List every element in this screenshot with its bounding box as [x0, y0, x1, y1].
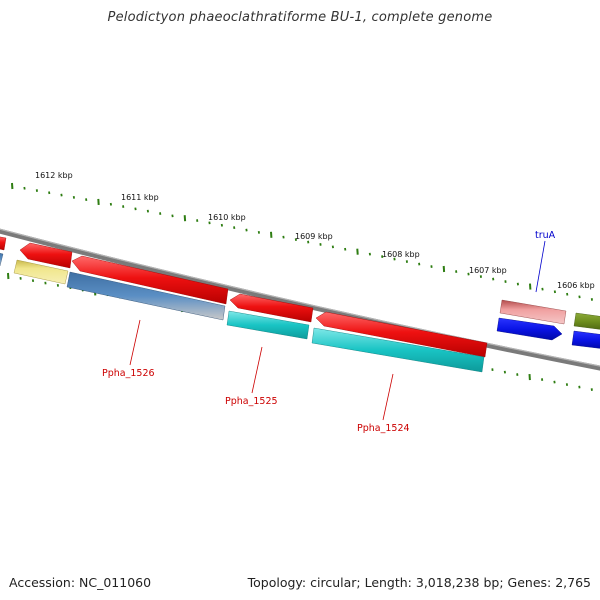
scale-label: 1610 kbp	[208, 213, 246, 222]
gene-arrow[interactable]	[13, 259, 69, 285]
gene-arrow[interactable]	[0, 252, 4, 267]
scale-label: 1612 kbp	[35, 171, 73, 180]
gene-arrow[interactable]	[66, 271, 226, 321]
gene-label-ppha1524[interactable]: Ppha_1524	[357, 423, 410, 434]
gene-label-ppha1526[interactable]: Ppha_1526	[102, 368, 155, 379]
gene-arrow-trua[interactable]	[499, 299, 567, 325]
gene-arrow[interactable]	[315, 311, 488, 358]
leader-line-ppha1524	[382, 373, 394, 421]
scale-label: 1608 kbp	[382, 250, 420, 259]
gene-arrow[interactable]	[573, 312, 600, 330]
reverse-strand-genes	[0, 252, 600, 373]
scale-label: 1611 kbp	[121, 193, 159, 202]
gene-arrow[interactable]	[19, 242, 73, 269]
gene-arrow[interactable]	[311, 327, 485, 373]
gene-arrow[interactable]	[571, 330, 600, 349]
gene-label-ppha1525[interactable]: Ppha_1525	[225, 396, 278, 407]
gene-arrow[interactable]	[229, 293, 314, 323]
gene-label-trua[interactable]: truA	[535, 230, 556, 241]
scale-label: 1609 kbp	[295, 232, 333, 241]
leader-line-trua	[535, 240, 546, 293]
map-title: Pelodictyon phaeoclathratiforme BU-1, co…	[107, 10, 493, 25]
leader-line-ppha1525	[251, 346, 263, 394]
leader-line-ppha1526	[129, 319, 141, 366]
forward-strand-genes	[0, 236, 600, 358]
gene-arrow[interactable]	[0, 236, 7, 251]
outer-tick-track	[11, 182, 593, 301]
scale-label: 1606 kbp	[557, 281, 595, 290]
gene-arrow[interactable]	[496, 317, 563, 341]
scale-label: 1607 kbp	[469, 266, 507, 275]
accession-text: Accession: NC_011060	[9, 575, 152, 590]
gene-arrow[interactable]	[71, 255, 229, 305]
gene-arrow[interactable]	[226, 310, 310, 340]
genome-summary-text: Topology: circular; Length: 3,018,238 bp…	[247, 575, 591, 590]
genome-backbone	[0, 228, 600, 371]
genome-backbone-highlight	[0, 228, 600, 367]
